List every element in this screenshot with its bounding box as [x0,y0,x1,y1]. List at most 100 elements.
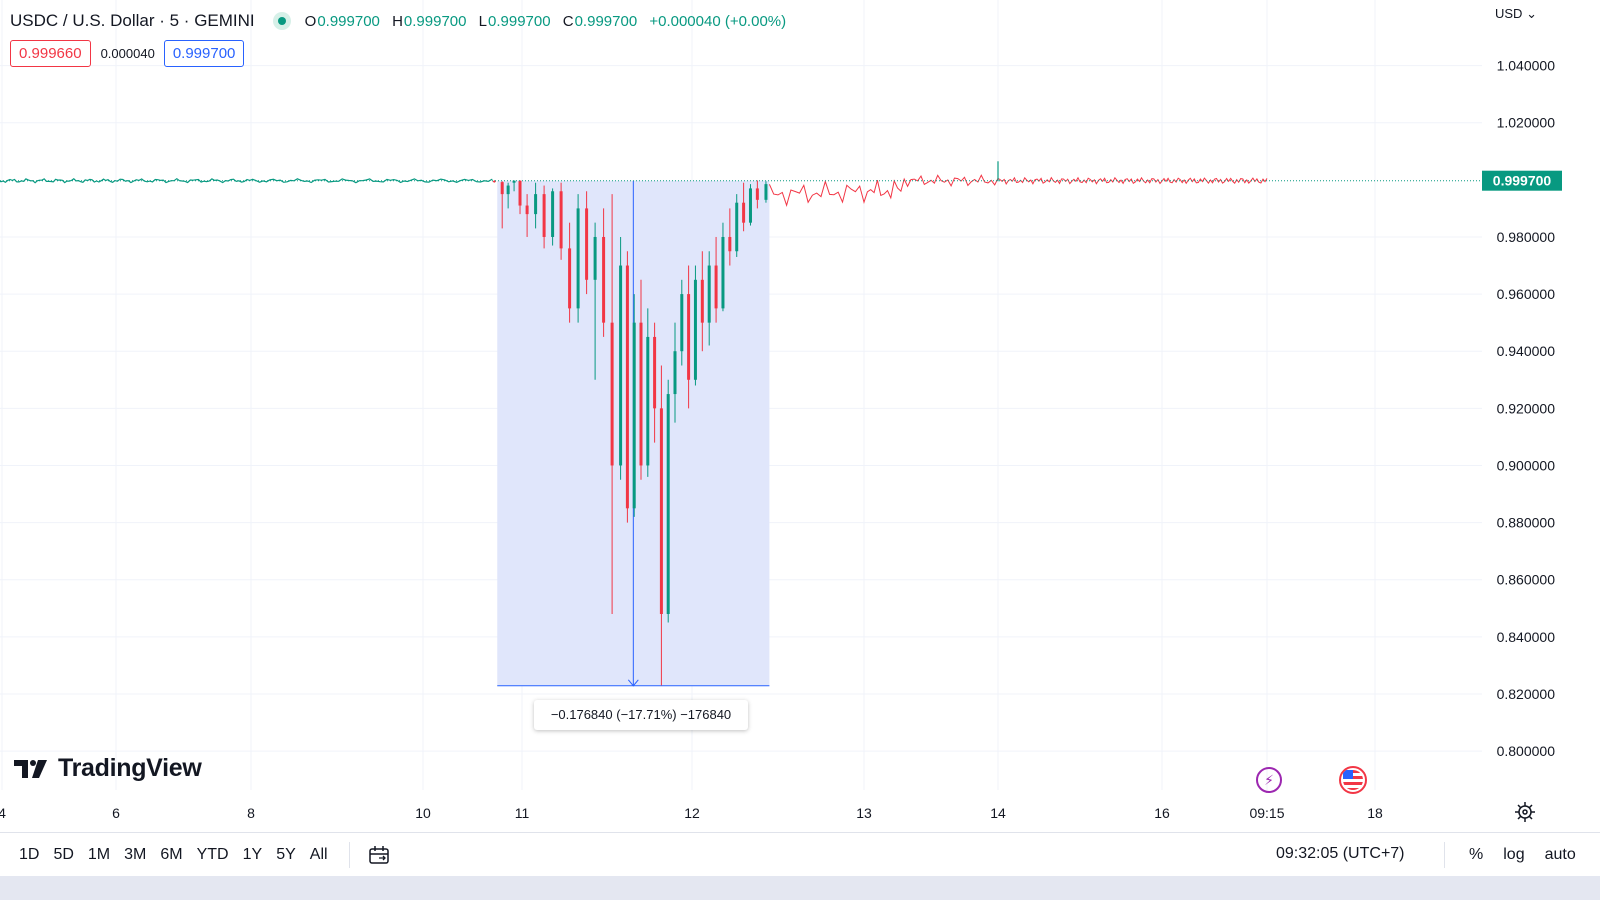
candle-body [625,265,629,509]
ohlc-open-value: 0.999700 [317,12,380,30]
y-tick-label: 0.800000 [1497,743,1556,759]
range-1m-button[interactable]: 1M [87,846,111,863]
candle-body [632,322,636,509]
ohlc-close-key: C [562,12,574,30]
candle-body [707,265,711,323]
bottom-toolbar: 1D 5D 1M 3M 6M YTD 1Y 5Y All 09:32:05 (U… [0,832,1600,877]
candle-body [610,322,614,466]
candle-body [721,236,725,309]
y-tick-label: 0.920000 [1497,400,1556,416]
candle-body [735,202,739,252]
candle-body [525,205,529,215]
last-price-badge [1482,170,1562,191]
measure-result-label: −0.176840 (−17.71%) −176840 [534,700,748,730]
x-tick-label: 12 [684,805,700,821]
clock-timezone[interactable]: 09:32:05 (UTC+7) [1276,845,1405,862]
candle-body [551,191,555,237]
candle-body [680,294,684,352]
y-tick-label: 0.820000 [1497,686,1556,702]
candle-body [593,236,597,280]
x-tick-label: 09:15 [1249,805,1284,821]
log-scale-button[interactable]: log [1503,846,1525,863]
sell-price-button[interactable]: 0.999660 [10,40,91,67]
chevron-down-icon: ⌄ [1526,6,1537,21]
candle-body [639,322,643,466]
candle-body [585,208,589,280]
brand-name: TradingView [58,754,202,782]
candle-body [576,208,580,309]
buy-price-button[interactable]: 0.999700 [163,40,245,67]
x-tick-label: 4 [0,805,6,821]
percent-scale-button[interactable]: % [1469,846,1484,863]
candle-body [742,202,746,223]
candle-body [568,248,572,309]
x-tick-label: 18 [1367,805,1383,821]
x-tick-label: 10 [415,805,431,821]
y-tick-label: 0.940000 [1497,343,1556,359]
candle-body [764,184,768,200]
us-flag-icon[interactable] [1339,766,1367,794]
ohlc-high-value: 0.999700 [403,12,467,30]
y-tick-label: 0.840000 [1497,629,1556,645]
lightning-icon[interactable]: ⚡ [1256,767,1282,793]
candle-body [602,236,606,323]
toolbar-divider-right [1444,842,1445,868]
currency-label: USD [1495,6,1523,21]
tradingview-logo[interactable]: TradingView [14,754,202,783]
x-tick-label: 13 [856,805,872,821]
ohlc-values: O0.999700 H0.999700 L0.999700 C0.999700 … [305,13,786,30]
x-tick-label: 14 [990,805,1006,821]
range-5y-button[interactable]: 5Y [276,846,296,863]
legend: USDC / U.S. Dollar · 5 · GEMINI O0.99970… [10,9,786,33]
auto-scale-button[interactable]: auto [1544,846,1576,863]
market-open-indicator [272,12,291,30]
candle-body [500,182,504,195]
bid-ask-row: 0.999660 0.000040 0.999700 [10,40,245,67]
candle-body [666,394,670,614]
price-line-post [768,174,1268,207]
x-tick-label: 6 [112,805,120,821]
candle-body [714,265,718,309]
x-tick-label: 16 [1154,805,1170,821]
range-6m-button[interactable]: 6M [160,846,183,863]
candle-body [619,265,623,466]
y-tick-label: 0.960000 [1497,286,1556,302]
y-tick-label: 1.040000 [1497,58,1556,74]
candle-body [646,336,650,466]
ohlc-low-key: L [478,12,487,30]
toolbar-divider [348,842,350,868]
range-all-button[interactable]: All [309,846,328,863]
candle-body [492,180,496,183]
date-range-icon[interactable] [368,845,390,865]
candle-body [728,236,732,252]
candle-body [559,191,563,249]
candle-body [659,408,663,614]
candle-body [518,180,522,206]
symbol-title[interactable]: USDC / U.S. Dollar · 5 · GEMINI [10,11,255,30]
ohlc-open-key: O [304,12,317,30]
range-1y-button[interactable]: 1Y [242,846,263,863]
range-1d-button[interactable]: 1D [19,846,40,863]
price-line-pre [0,177,493,184]
y-tick-label: 0.880000 [1497,515,1556,531]
candle-body [673,351,677,395]
range-3m-button[interactable]: 3M [124,846,147,863]
candle-body [755,188,759,200]
footer-strip [0,876,1600,900]
candle-body [534,194,538,215]
tv-logo-icon [14,759,47,778]
candle-body [700,279,704,323]
spread-value: 0.000040 [100,46,155,61]
currency-selector[interactable]: USD ⌄ [1495,6,1537,22]
candle-body [748,188,752,223]
price-chart[interactable]: 0.999700 1.040000 1.020000 0.980000 0.960000… [0,0,1600,832]
x-tick-label: 8 [247,805,255,821]
range-5d-button[interactable]: 5D [53,846,74,863]
gear-icon[interactable] [1514,801,1536,823]
ohlc-high-key: H [392,12,403,30]
measure-arrow-head [627,679,639,687]
range-ytd-button[interactable]: YTD [196,846,229,863]
y-tick-label: 0.980000 [1497,229,1556,245]
ohlc-low-value: 0.999700 [488,12,551,30]
candle-body [653,336,657,409]
